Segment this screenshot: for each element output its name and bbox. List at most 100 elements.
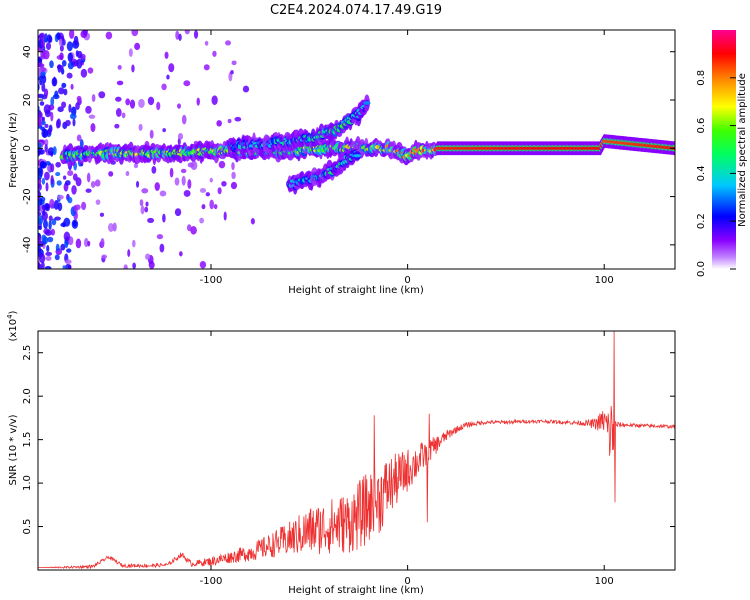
spectrogram-speckle xyxy=(52,146,57,156)
spectrogram-speckle xyxy=(68,103,72,113)
snr-xtick-label: 100 xyxy=(595,576,614,587)
spectrogram-speckle xyxy=(44,266,52,269)
spectrogram-speckle xyxy=(54,216,61,221)
spectrogram-speckle xyxy=(107,223,114,232)
spectrogram-speckle xyxy=(230,70,234,75)
spectrogram-speckle xyxy=(58,38,63,46)
colorbar-ticks: 0.0 0.2 0.4 0.6 0.8 xyxy=(696,70,736,277)
colorbar: 0.0 0.2 0.4 0.6 0.8 Normalized spectral ampl… xyxy=(696,30,748,277)
spectrogram-speckle xyxy=(144,206,149,213)
spectrogram-speckle xyxy=(75,177,82,187)
spectrogram-speckle xyxy=(44,109,51,118)
spectrogram-speckle xyxy=(161,83,167,91)
spectrogram-speckle xyxy=(211,95,218,106)
spectrogram-speckle xyxy=(57,106,64,113)
spectrogram-speckle xyxy=(168,63,175,73)
spectrogram-speckle xyxy=(64,259,72,265)
spectrogram-speckle xyxy=(193,30,199,39)
spectrogram-speckle xyxy=(80,30,88,38)
spectrogram-speckle xyxy=(73,205,77,212)
spectrogram-speckle xyxy=(217,187,222,195)
spectrogram-ytick-label: 20 xyxy=(22,94,33,107)
spectrogram-speckle xyxy=(61,101,67,109)
spectrogram-speckle xyxy=(230,181,238,190)
spectrogram-image xyxy=(38,30,675,269)
spectrogram-speckle xyxy=(55,161,61,168)
spectrogram-speckle xyxy=(95,199,101,205)
spectrogram-speckle xyxy=(38,167,43,174)
spectrogram-ytick-label: 0 xyxy=(22,145,33,151)
spectrogram-speckle xyxy=(71,185,77,195)
spectrogram-speckle xyxy=(123,264,128,269)
snr-xtick-label: -100 xyxy=(200,576,223,587)
spectrogram-speckle xyxy=(65,263,72,269)
snr-ytick-label: 2.0 xyxy=(22,388,33,404)
spectrogram-speckle xyxy=(67,52,74,63)
spectrogram-speckle xyxy=(60,222,66,227)
spectrogram-speckle xyxy=(149,129,154,139)
spectrogram-speckle xyxy=(69,30,75,39)
spectrogram-speckle xyxy=(63,231,71,242)
spectrogram-speckle xyxy=(38,57,43,63)
snr-ticks: -100 0 100 0.5 1.0 1.5 2.0 2.5 xyxy=(22,331,675,587)
spectrogram-speckle xyxy=(196,97,200,106)
spectrogram-speckle xyxy=(135,180,140,188)
spectrogram-speckle xyxy=(47,236,54,243)
snr-series xyxy=(38,331,675,570)
spectrogram-speckle xyxy=(45,182,49,192)
spectrogram-speckle xyxy=(139,199,144,207)
spectrogram-speckle xyxy=(187,179,192,189)
spectrogram-speckle xyxy=(75,238,82,249)
spectrogram-speckle xyxy=(67,61,74,70)
spectrogram-speckle xyxy=(38,263,42,269)
spectrogram-speckle xyxy=(234,116,242,122)
spectrogram-speckle xyxy=(128,48,133,57)
spectrogram-speckle xyxy=(127,249,131,257)
spectrogram-speckle xyxy=(156,234,164,240)
spectrogram-speckle xyxy=(231,60,237,66)
spectrogram-speckle xyxy=(48,220,52,231)
spectrogram-speckle xyxy=(60,243,66,251)
spectrogram-xtick-label: 0 xyxy=(404,275,410,286)
spectrogram-speckle xyxy=(174,208,182,217)
spectrogram-speckle xyxy=(98,91,106,99)
spectrogram-speckle xyxy=(87,67,94,74)
spectrogram-speckle xyxy=(179,251,183,257)
spectrogram-speckle xyxy=(129,99,136,109)
spectrogram-speckle xyxy=(40,71,46,77)
spectrogram-speckle xyxy=(39,160,46,169)
spectrogram-speckle xyxy=(41,82,46,93)
spectrogram-speckle xyxy=(49,198,55,209)
spectrogram-speckle xyxy=(66,248,72,253)
spectrogram-speckle xyxy=(41,204,49,211)
spectrogram-speckle xyxy=(45,256,52,261)
spectrogram-speckle xyxy=(100,238,105,248)
spectrogram-speckle xyxy=(44,229,52,236)
spectrogram-speckle xyxy=(117,65,122,70)
spectrogram-frame xyxy=(37,29,676,270)
spectrogram-speckle xyxy=(56,32,61,40)
spectrogram-xtick-label: -100 xyxy=(200,275,223,286)
spectrogram-speckle xyxy=(250,218,255,225)
spectrogram-upper-branch-cell xyxy=(363,101,371,105)
spectrogram-speckle xyxy=(38,149,41,157)
spectrogram-speckle xyxy=(57,194,64,200)
spectrogram-speckle xyxy=(114,123,120,129)
spectrogram-speckle xyxy=(178,33,182,41)
spectrogram-speckle xyxy=(38,112,43,118)
spectrogram-speckle xyxy=(85,105,92,114)
spectrogram-speckle xyxy=(151,165,157,174)
spectrogram-speckle xyxy=(70,83,74,90)
spectrogram-speckle xyxy=(42,128,47,138)
spectrogram-speckle xyxy=(44,139,49,146)
spectrogram-speckle xyxy=(199,217,205,224)
spectrogram-speckle xyxy=(86,172,91,183)
spectrogram-speckle xyxy=(72,220,77,227)
spectrogram-speckle xyxy=(45,42,52,51)
spectrogram-ticks: -100 0 100 -40 -20 0 20 40 xyxy=(22,30,675,286)
spectrogram-speckle xyxy=(133,163,139,169)
spectrogram-speckle xyxy=(204,40,209,46)
spectrogram-speckle xyxy=(85,188,92,193)
spectrogram-speckle xyxy=(159,243,165,253)
spectrogram-speckle xyxy=(162,128,166,133)
